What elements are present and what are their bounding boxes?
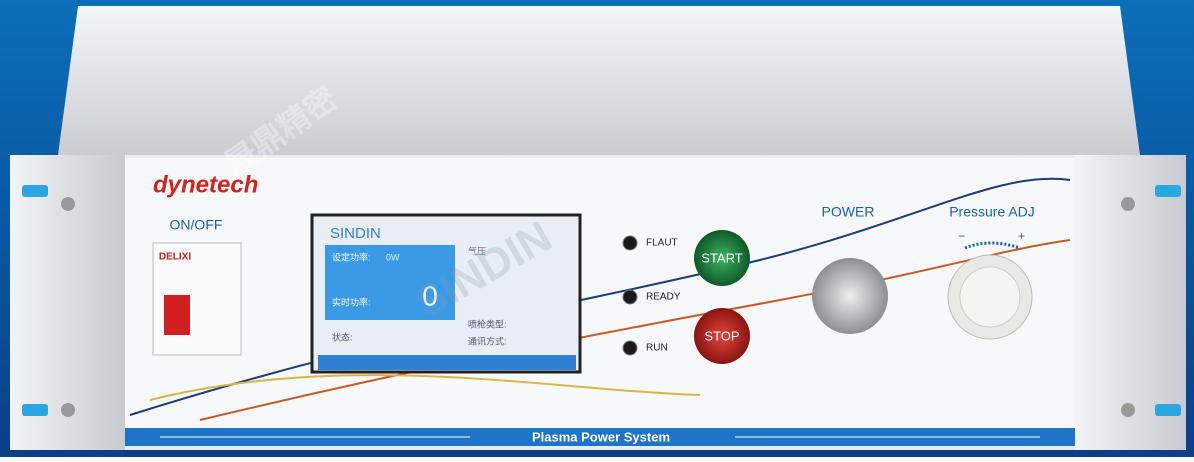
plus: + — [1018, 229, 1025, 243]
start-label: START — [701, 250, 742, 265]
stop-label: STOP — [704, 328, 739, 343]
indicator-led — [623, 236, 637, 250]
realtime-label: 实时功率: — [332, 296, 371, 307]
breaker-brand: DELIXI — [159, 252, 191, 263]
set-power-label: 设定功率: — [332, 251, 371, 262]
indicator-label: READY — [646, 292, 681, 303]
pressure-label: Pressure ADJ — [949, 204, 1035, 220]
switch-label: ON/OFF — [170, 217, 223, 233]
set-power: 0W — [386, 252, 400, 262]
indicator-label: FLAUT — [646, 238, 678, 249]
gun-label: 喷枪类型: — [468, 318, 507, 329]
indicator-label: RUN — [646, 343, 668, 354]
lid — [58, 6, 1140, 155]
page: Plasma Power System dynetech ON/OFF DELI… — [0, 0, 1194, 457]
device-photo: Plasma Power System dynetech ON/OFF DELI… — [0, 0, 1194, 457]
indicator-led — [623, 341, 637, 355]
status-label: 状态: — [332, 331, 353, 342]
screen-title: SINDIN — [330, 225, 381, 242]
footer-text: Plasma Power System — [532, 429, 670, 444]
minus: − — [958, 229, 965, 243]
power-knob[interactable] — [812, 258, 888, 334]
comm-label: 通讯方式: — [468, 335, 507, 346]
power-label: POWER — [822, 204, 875, 220]
indicator-led — [623, 290, 637, 304]
